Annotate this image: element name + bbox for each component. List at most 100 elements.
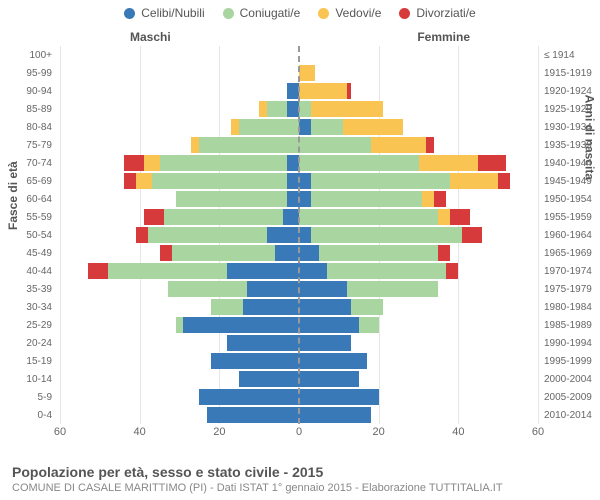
birth-label: 1980-1984 (540, 298, 596, 316)
male-bar (227, 335, 299, 351)
bar-segment (419, 155, 479, 171)
age-label: 5-9 (0, 388, 56, 406)
bar-segment (426, 137, 434, 153)
bar-segment (124, 173, 136, 189)
birth-label: 1930-1934 (540, 118, 596, 136)
bar-segment (299, 119, 311, 135)
x-tick-label: 20 (213, 426, 225, 438)
bar-segment (299, 281, 347, 297)
female-bar (299, 407, 371, 423)
legend-item: Divorziati/e (399, 6, 475, 20)
footer: Popolazione per età, sesso e stato civil… (12, 464, 588, 494)
age-label: 10-14 (0, 370, 56, 388)
bar-segment (211, 299, 243, 315)
bar-segment (299, 83, 347, 99)
birth-label: 2000-2004 (540, 370, 596, 388)
bar-segment (176, 317, 184, 333)
bar-segment (311, 191, 423, 207)
birth-label: 1940-1944 (540, 154, 596, 172)
bar-segment (498, 173, 510, 189)
bar-segment (299, 299, 351, 315)
bar-segment (359, 317, 379, 333)
bar-segment (347, 281, 439, 297)
bar-segment (144, 209, 164, 225)
bar-segment (183, 317, 299, 333)
female-bar (299, 353, 367, 369)
bar-segment (152, 173, 287, 189)
bar-segment (239, 371, 299, 387)
bar-segment (299, 317, 359, 333)
bar-segment (207, 407, 299, 423)
bar-segment (299, 65, 315, 81)
x-tick-label: 60 (532, 426, 544, 438)
x-tick-label: 40 (134, 426, 146, 438)
birth-label: 1925-1929 (540, 100, 596, 118)
male-bar (191, 137, 299, 153)
bar-segment (172, 245, 276, 261)
bar-segment (311, 173, 450, 189)
female-bar (299, 335, 351, 351)
bar-segment (108, 263, 228, 279)
female-bar (299, 389, 379, 405)
bar-segment (144, 155, 160, 171)
bar-segment (88, 263, 108, 279)
birth-label: 1965-1969 (540, 244, 596, 262)
bar-segment (199, 137, 299, 153)
age-label: 45-49 (0, 244, 56, 262)
birth-label: ≤ 1914 (540, 46, 596, 64)
legend-swatch (124, 8, 135, 19)
male-bar (259, 101, 299, 117)
male-bar (239, 371, 299, 387)
age-label: 15-19 (0, 352, 56, 370)
birth-label: 1960-1964 (540, 226, 596, 244)
male-label: Maschi (130, 30, 171, 44)
bar-segment (211, 353, 299, 369)
bar-segment (450, 209, 470, 225)
age-label: 95-99 (0, 64, 56, 82)
bar-segment (478, 155, 506, 171)
bar-segment (311, 227, 462, 243)
bar-segment (299, 227, 311, 243)
bar-segment (299, 191, 311, 207)
bar-segment (267, 227, 299, 243)
bar-segment (371, 137, 427, 153)
bar-segment (327, 263, 447, 279)
female-bar (299, 155, 506, 171)
female-bar (299, 209, 470, 225)
bar-segment (299, 101, 311, 117)
bar-segment (299, 389, 379, 405)
age-label: 50-54 (0, 226, 56, 244)
female-bar (299, 65, 315, 81)
birth-label: 1935-1939 (540, 136, 596, 154)
bar-segment (247, 281, 299, 297)
bar-segment (311, 119, 343, 135)
female-bar (299, 83, 351, 99)
age-label: 70-74 (0, 154, 56, 172)
age-label: 25-29 (0, 316, 56, 334)
bar-segment (160, 155, 287, 171)
female-bar (299, 119, 403, 135)
bar-segment (148, 227, 268, 243)
bar-segment (136, 227, 148, 243)
age-label: 90-94 (0, 82, 56, 100)
bar-segment (299, 209, 438, 225)
legend-label: Vedovi/e (335, 6, 381, 20)
bar-segment (311, 101, 383, 117)
center-line (298, 46, 300, 424)
male-bar (88, 263, 299, 279)
female-label: Femmine (417, 30, 470, 44)
birth-label: 1950-1954 (540, 190, 596, 208)
population-pyramid-chart: Celibi/NubiliConiugati/eVedovi/eDivorzia… (0, 0, 600, 500)
x-tick-label: 40 (452, 426, 464, 438)
age-label: 20-24 (0, 334, 56, 352)
bar-segment (160, 245, 172, 261)
age-label: 40-44 (0, 262, 56, 280)
bar-segment (299, 155, 419, 171)
birth-label: 1985-1989 (540, 316, 596, 334)
female-bar (299, 191, 446, 207)
age-label: 60-64 (0, 190, 56, 208)
grid-line (538, 46, 539, 424)
bar-segment (351, 299, 383, 315)
male-bar (176, 191, 299, 207)
male-bar (211, 353, 299, 369)
